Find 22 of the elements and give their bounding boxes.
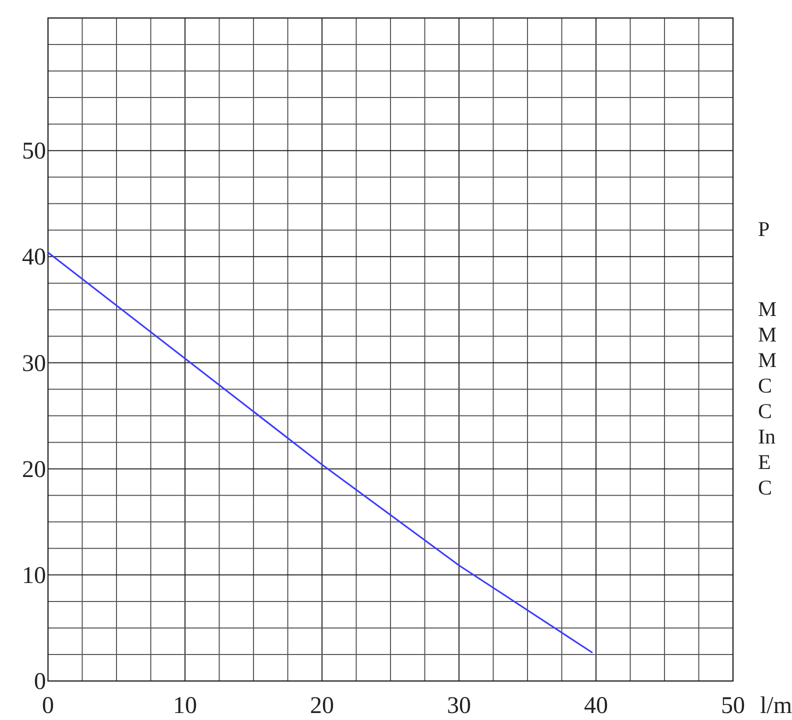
y-tick-label: 30 [22, 350, 46, 377]
y-tick-label: 10 [22, 562, 46, 589]
y-tick-label: 40 [22, 244, 46, 271]
x-tick-label: 10 [173, 693, 197, 719]
text: M [758, 297, 777, 321]
text: C [758, 476, 772, 500]
text: E [758, 450, 771, 474]
text: M [758, 322, 777, 346]
x-tick-label: 20 [310, 693, 334, 719]
x-tick-label: 40 [584, 693, 608, 719]
text: In [758, 424, 776, 448]
text: P [758, 217, 770, 241]
x-tick-label: 50 [721, 693, 745, 719]
x-axis-title: l/m [760, 693, 792, 719]
line-series [47, 252, 593, 654]
y-tick-label: 50 [22, 138, 46, 165]
y-tick-label: 0 [34, 669, 46, 695]
x-tick-label: 30 [447, 693, 471, 719]
text: C [758, 399, 772, 423]
text: M [758, 348, 777, 372]
y-tick-label: 20 [22, 456, 46, 483]
text: C [758, 374, 772, 398]
